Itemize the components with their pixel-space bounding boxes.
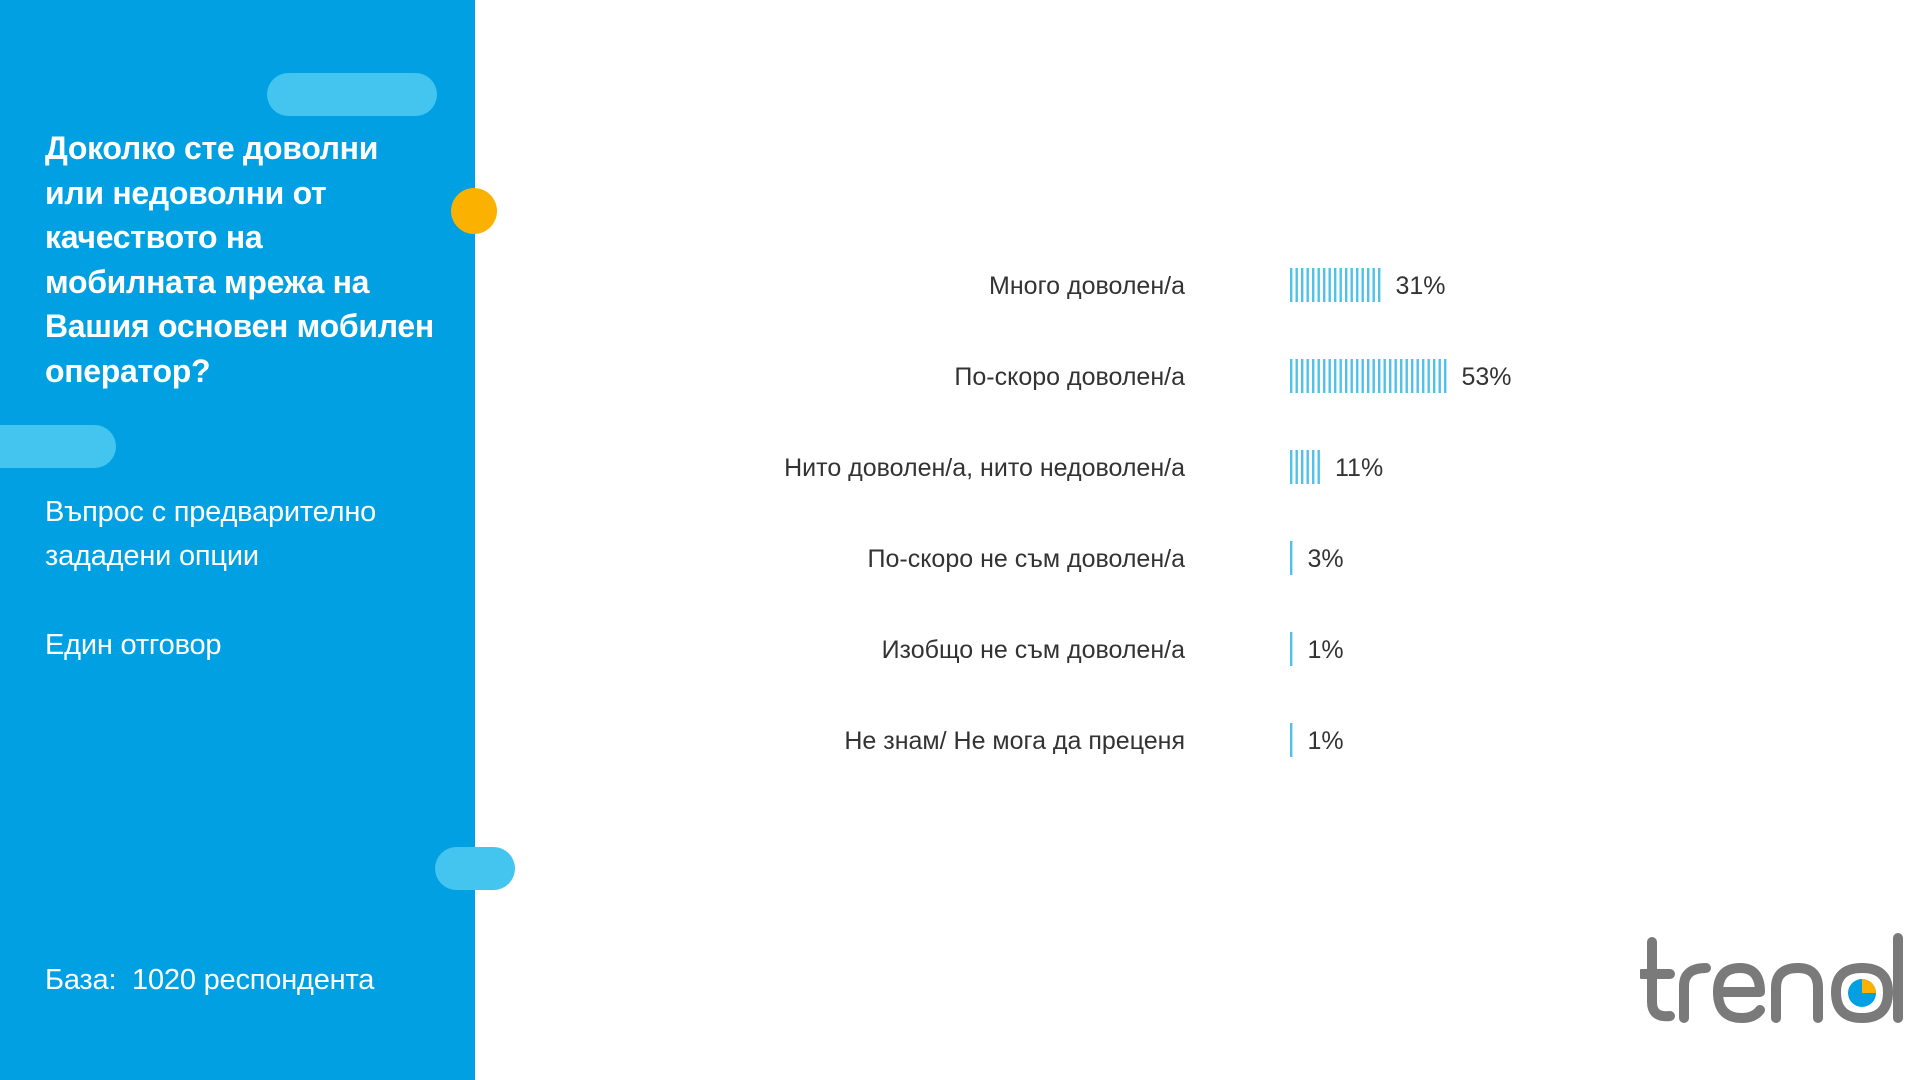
category-label: Изобщо не съм доволен/а — [882, 636, 1186, 664]
decorative-pill-bottom — [435, 847, 515, 890]
category-label: Нито доволен/а, нито недоволен/а — [784, 454, 1185, 482]
category-label: По-скоро не съм доволен/а — [868, 545, 1186, 573]
question-title: Доколко сте доволни или недоволни от кач… — [45, 130, 434, 389]
value-label: 1% — [1308, 727, 1344, 755]
decorative-pill-middle — [0, 425, 116, 468]
trend-logo-mark — [1637, 933, 1903, 1023]
respondent-base: База: 1020 респондента — [45, 964, 375, 996]
question-type: Въпрос с предварително зададени опции — [45, 496, 377, 572]
question-panel — [0, 0, 475, 1080]
answer-type: Един отговор — [45, 629, 222, 661]
value-label: 31% — [1396, 272, 1446, 300]
decorative-pill-top — [267, 73, 437, 116]
category-label: Не знам/ Не мога да преценя — [844, 727, 1185, 755]
bar-chart-svg: Много доволен/а 31% По-скоро доволен/а 53% Н… — [784, 268, 1512, 757]
decorative-dot — [451, 188, 497, 234]
category-label: По-скоро доволен/а — [954, 363, 1185, 391]
bar — [1290, 541, 1293, 575]
category-label: Много доволен/а — [989, 272, 1185, 300]
trend-logo — [1637, 930, 1910, 1030]
value-label: 1% — [1308, 636, 1344, 664]
value-label: 53% — [1462, 363, 1512, 391]
bar-chart: Много доволен/а 31% По-скоро доволен/а 53% Н… — [600, 250, 1600, 790]
bar — [1290, 268, 1381, 302]
bar — [1290, 450, 1320, 484]
bar — [1290, 723, 1293, 757]
value-label: 3% — [1308, 545, 1344, 573]
bar — [1290, 632, 1293, 666]
bar — [1290, 359, 1447, 393]
value-label: 11% — [1335, 454, 1383, 482]
